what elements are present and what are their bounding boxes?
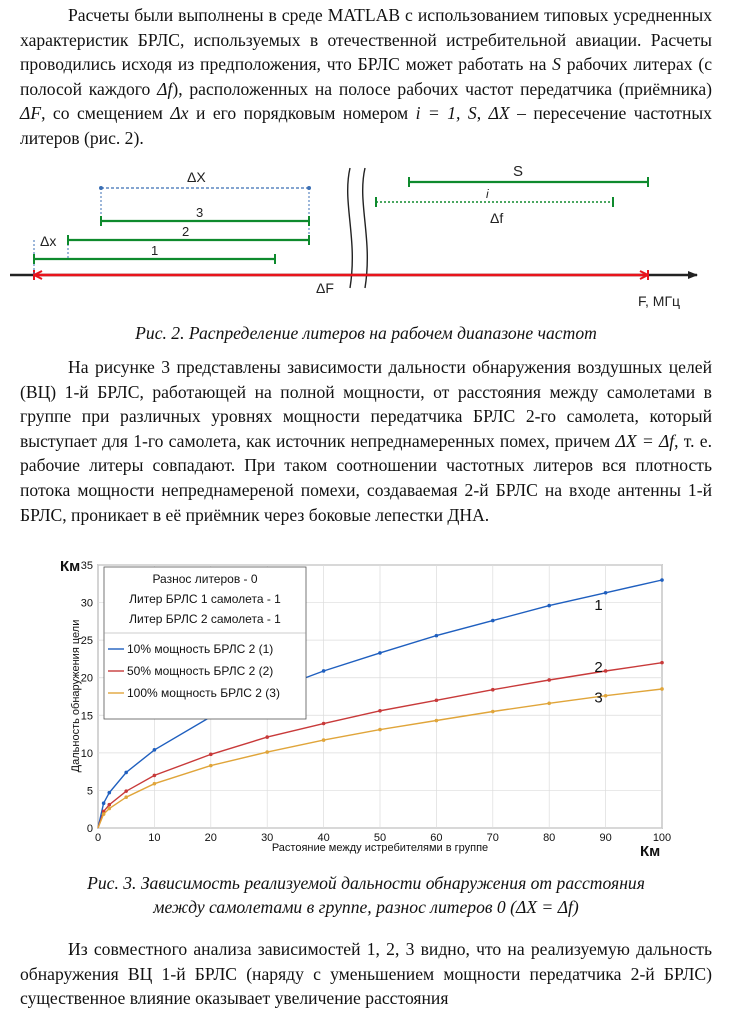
data-point-series-3 [152, 781, 157, 786]
curve-number-label-3: 3 [594, 690, 602, 707]
data-point-series-1 [660, 578, 664, 582]
paragraph-figure-3-description: На рисунке 3 представлены зависимости да… [20, 357, 712, 525]
y-tick-label: 25 [81, 635, 93, 647]
label-i: i [486, 187, 489, 201]
label-delta-f: Δf [490, 210, 503, 226]
legend-label-series-2: 50% мощность БРЛС 2 (2) [127, 664, 273, 678]
delta-F-arrow-right [639, 270, 649, 280]
data-point-series-3 [660, 687, 664, 691]
data-point-series-3 [378, 727, 382, 732]
legend-label-series-1: 10% мощность БРЛС 2 (1) [127, 642, 273, 656]
data-point-series-2 [547, 678, 551, 682]
data-point-series-1 [603, 591, 608, 595]
curve-number-label-2: 2 [594, 659, 602, 676]
legend: Разнос литеров - 0 Литер БРЛС 1 самолета… [103, 566, 307, 720]
data-point-series-3 [491, 709, 495, 714]
label-S: S [513, 163, 523, 180]
data-point-series-3 [265, 750, 270, 754]
data-point-series-2 [107, 802, 112, 807]
data-point-series-3 [124, 795, 128, 799]
data-point-series-3 [321, 738, 326, 742]
y-tick-label: 5 [87, 785, 93, 797]
axis-ticks: 0 10 20 30 40 50 60 70 80 90 100 0 5 10 15 20 25 30 35 [81, 560, 671, 844]
data-point-series-2 [378, 708, 382, 713]
data-point-series-1 [491, 618, 495, 623]
label-litera-2: 2 [182, 224, 189, 239]
x-tick-label: 30 [261, 832, 273, 844]
x-tick-label: 60 [430, 832, 442, 844]
label-delta-X: ΔX [187, 169, 206, 185]
paragraph-intro: Расчеты были выполнены в среде MATLAB с … [20, 5, 713, 148]
x-tick-label: 80 [543, 832, 555, 844]
legend-label-series-3: 100% мощность БРЛС 2 (3) [127, 686, 280, 700]
axis-break-right [362, 167, 368, 289]
data-point-series-3 [107, 806, 112, 811]
data-point-series-3 [603, 693, 608, 698]
delta-F-arrow-left [33, 270, 43, 280]
x-unit-label: Км [640, 843, 660, 860]
data-point-series-2 [321, 721, 326, 726]
figure-2-diagram: ΔF F, МГц ΔX Δx 3 2 1 S i Δf [10, 163, 698, 309]
legend-header-1: Разнос литеров - 0 [152, 572, 257, 586]
x-tick-label: 0 [95, 832, 101, 844]
figure-2-caption: Рис. 2. Распределение литеров на рабочем… [135, 323, 597, 343]
paragraph-analysis: Из совместного анализа зависимостей 1, 2… [20, 939, 712, 1009]
data-point-series-2 [209, 752, 213, 757]
legend-header-2: Литер БРЛС 1 самолета - 1 [129, 592, 281, 606]
data-point-series-2 [491, 687, 495, 692]
data-point-series-1 [378, 651, 382, 655]
data-point-series-2 [603, 669, 608, 673]
x-tick-label: 40 [317, 832, 329, 844]
y-tick-label: 10 [81, 748, 93, 760]
y-tick-label: 35 [81, 560, 93, 572]
data-point-series-1 [124, 770, 128, 775]
y-axis-label: Дальность обнаружения цели [70, 620, 82, 773]
data-point-series-1 [434, 633, 439, 638]
data-point-series-1 [107, 790, 112, 795]
data-point-series-1 [101, 801, 106, 806]
data-point-series-2 [434, 698, 439, 703]
data-point-series-2 [124, 789, 128, 793]
y-tick-label: 30 [81, 598, 93, 610]
y-tick-label: 20 [81, 673, 93, 685]
figure-3-caption-line-2: между самолетами в группе, разнос литеро… [153, 897, 579, 917]
label-litera-3: 3 [196, 205, 203, 220]
label-delta-x: Δx [40, 233, 56, 249]
axis-label-frequency: F, МГц [638, 293, 680, 309]
series-line-3 [97, 688, 663, 829]
y-tick-label: 0 [87, 823, 93, 835]
label-litera-1: 1 [151, 243, 158, 258]
figure-3-caption: Рис. 3. Зависимость реализуемой дальност… [0, 871, 732, 919]
x-tick-label: 70 [487, 832, 499, 844]
x-tick-label: 50 [374, 832, 386, 844]
data-point-series-3 [547, 701, 551, 706]
curve-number-label-1: 1 [594, 597, 602, 614]
series-line-2 [97, 662, 663, 829]
x-tick-label: 90 [599, 832, 611, 844]
data-point-series-2 [152, 773, 157, 778]
y-unit-label: Км [60, 558, 80, 575]
x-tick-label: 10 [148, 832, 160, 844]
x-axis-label: Растояние между истребителями в группе [272, 842, 488, 854]
label-delta-F: ΔF [316, 280, 334, 296]
legend-header-3: Литер БРЛС 2 самолета - 1 [129, 612, 281, 626]
data-point-series-3 [434, 718, 439, 723]
data-point-series-2 [660, 660, 664, 665]
data-point-series-1 [152, 748, 157, 752]
figure-3-caption-line-1: Рис. 3. Зависимость реализуемой дальност… [87, 873, 645, 893]
legend-box [103, 566, 307, 720]
data-point-series-3 [209, 763, 213, 768]
axis-break-left [347, 167, 353, 289]
data-point-series-1 [547, 603, 551, 608]
data-point-series-2 [265, 735, 270, 739]
x-tick-label: 100 [653, 832, 671, 844]
y-tick-label: 15 [81, 710, 93, 722]
x-tick-label: 20 [205, 832, 217, 844]
figure-3-chart: 0 10 20 30 40 50 60 70 80 90 100 0 5 10 15 20 25 30 35 1 2 3… [60, 558, 671, 860]
data-point-series-3 [101, 812, 106, 816]
data-point-series-1 [321, 669, 326, 673]
